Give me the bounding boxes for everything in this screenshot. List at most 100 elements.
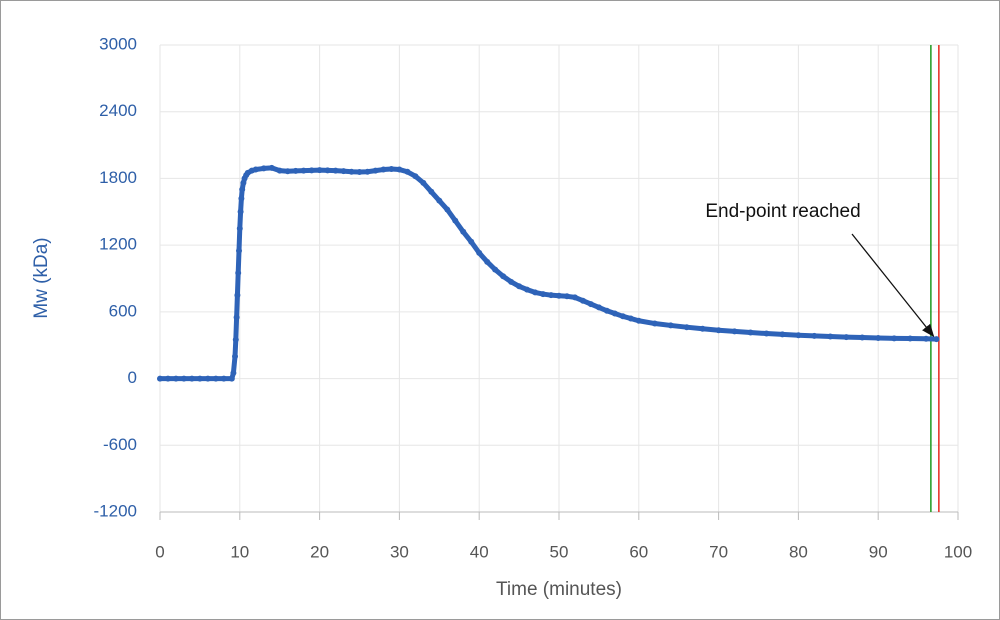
data-point — [235, 269, 242, 276]
data-point — [196, 375, 203, 382]
data-point — [476, 249, 483, 256]
data-point — [268, 164, 275, 171]
data-point — [260, 165, 267, 172]
data-point — [188, 375, 195, 382]
y-axis-label: Mw (kDa) — [31, 237, 52, 318]
data-point — [436, 197, 443, 204]
data-point — [779, 331, 786, 338]
data-point — [452, 217, 459, 224]
data-point — [747, 329, 754, 336]
data-point — [204, 375, 211, 382]
data-point — [420, 179, 427, 186]
data-point — [164, 375, 171, 382]
data-point — [524, 286, 531, 293]
data-point — [795, 332, 802, 339]
data-point — [651, 320, 658, 327]
data-point — [532, 289, 539, 296]
data-point — [316, 167, 323, 174]
data-point — [234, 292, 241, 299]
data-point — [284, 168, 291, 175]
annotation: End-point reached — [705, 201, 860, 222]
data-point — [428, 188, 435, 195]
x-tick-label: 40 — [470, 542, 489, 561]
data-point — [324, 167, 331, 174]
data-point — [228, 375, 235, 382]
y-tick-label: 2400 — [99, 101, 137, 120]
x-tick-label: 30 — [390, 542, 409, 561]
y-tick-label: -1200 — [94, 501, 137, 520]
data-point — [627, 315, 634, 322]
data-point — [811, 332, 818, 339]
data-point — [500, 273, 507, 280]
data-point — [356, 168, 363, 175]
data-point — [891, 335, 898, 342]
data-point — [859, 334, 866, 341]
data-point — [619, 313, 626, 320]
data-point — [230, 370, 237, 377]
data-point — [468, 238, 475, 245]
data-point — [404, 168, 411, 175]
data-point — [252, 166, 259, 173]
y-tick-label: 1200 — [99, 235, 137, 254]
data-point — [763, 330, 770, 337]
annotation-arrow — [851, 233, 935, 338]
data-point — [492, 266, 499, 273]
data-point — [237, 208, 244, 215]
data-point — [683, 324, 690, 331]
data-point — [238, 195, 245, 202]
data-point — [157, 375, 163, 382]
y-tick-label: -600 — [103, 435, 137, 454]
data-point — [635, 317, 642, 324]
data-point — [579, 297, 586, 304]
data-point — [180, 375, 187, 382]
data-point — [380, 166, 387, 173]
data-point — [556, 292, 562, 299]
data-point — [232, 353, 239, 360]
y-tick-label: 0 — [128, 368, 137, 387]
data-point — [212, 375, 219, 382]
x-axis-label: Time (minutes) — [496, 579, 622, 600]
data-point — [516, 283, 523, 290]
data-point — [372, 167, 379, 174]
data-point — [508, 278, 515, 285]
data-point — [699, 325, 706, 332]
x-tick-label: 70 — [709, 542, 728, 561]
data-point — [603, 307, 610, 314]
data-point — [875, 334, 882, 341]
data-point — [172, 375, 179, 382]
data-point — [595, 304, 602, 311]
data-point — [412, 173, 419, 180]
data-point — [484, 258, 491, 265]
data-point — [923, 335, 930, 342]
x-tick-label: 60 — [629, 542, 648, 561]
data-point — [348, 168, 355, 175]
data-point — [715, 327, 722, 334]
series-line — [160, 165, 937, 382]
data-point — [300, 167, 307, 174]
x-tick-label: 90 — [869, 542, 888, 561]
x-tick-label: 20 — [310, 542, 329, 561]
data-point — [540, 291, 547, 298]
data-point — [933, 336, 940, 343]
data-point — [563, 293, 570, 300]
y-tick-label: 3000 — [99, 34, 137, 53]
data-point — [232, 336, 239, 343]
data-point — [364, 168, 371, 175]
data-point — [571, 294, 578, 301]
data-point — [276, 167, 283, 174]
data-point — [388, 165, 395, 172]
data-point — [340, 168, 347, 175]
y-tick-label: 1800 — [99, 168, 137, 187]
data-point — [731, 328, 738, 335]
data-point — [827, 333, 834, 340]
x-tick-label: 80 — [789, 542, 808, 561]
data-point — [292, 167, 299, 174]
data-point — [444, 206, 451, 213]
data-point — [907, 335, 914, 342]
x-tick-label: 50 — [550, 542, 569, 561]
x-tick-label: 10 — [230, 542, 249, 561]
data-point — [611, 310, 618, 317]
data-point — [843, 334, 850, 341]
